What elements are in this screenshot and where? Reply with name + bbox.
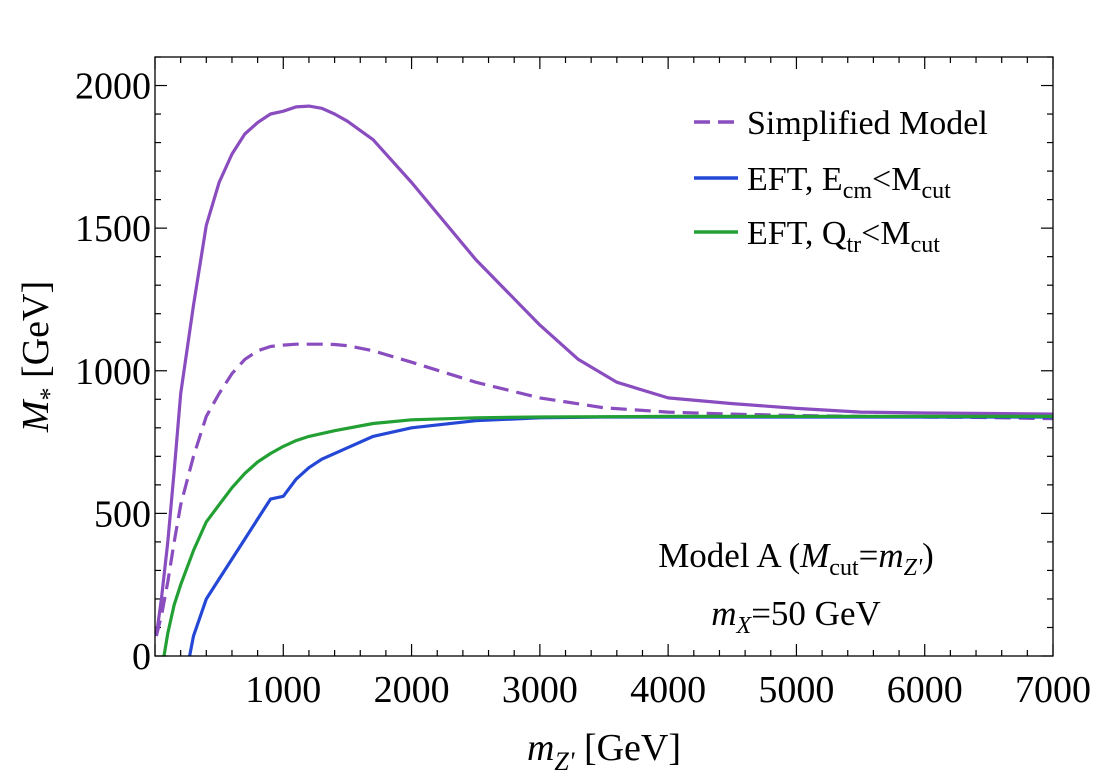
x-tick-label: 7000 bbox=[1015, 669, 1091, 711]
y-axis-var: M bbox=[15, 398, 57, 433]
x-tick-label: 2000 bbox=[374, 669, 450, 711]
y-tick-label: 0 bbox=[132, 636, 151, 678]
x-tick-label: 3000 bbox=[502, 669, 578, 711]
y-tick-label: 500 bbox=[94, 493, 151, 535]
x-axis-var: m bbox=[527, 727, 554, 769]
y-tick-label: 2000 bbox=[75, 66, 151, 108]
legend-label-eft-qtr: EFT, Qtr<Mcut bbox=[747, 215, 940, 258]
annotation-mass: mX=50 GeV bbox=[711, 594, 881, 639]
y-axis-unit: [GeV] bbox=[15, 281, 57, 388]
y-tick-label: 1500 bbox=[75, 208, 151, 250]
y-axis-title: M* [GeV] bbox=[15, 281, 64, 433]
x-tick-label: 6000 bbox=[887, 669, 963, 711]
x-tick-label: 1000 bbox=[245, 669, 321, 711]
plot-frame bbox=[154, 56, 1054, 657]
x-axis-unit: [GeV] bbox=[574, 727, 681, 769]
series-simplified-model bbox=[155, 104, 1053, 637]
series-layer bbox=[155, 104, 1053, 656]
legend-label-eft-ecm: EFT, Ecm<Mcut bbox=[747, 161, 951, 204]
x-axis-title: mZ' [GeV] bbox=[527, 727, 681, 773]
y-axis-sub: * bbox=[35, 387, 64, 400]
series-eft-qtr bbox=[162, 414, 1053, 656]
legend-label-simplified-model: Simplified Model bbox=[747, 105, 988, 142]
y-tick-label: 1000 bbox=[75, 351, 151, 393]
x-tick-label: 5000 bbox=[758, 669, 834, 711]
annotation-model: Model A (Mcut=mZ') bbox=[658, 536, 934, 581]
labels-layer: 1000 2000 3000 4000 5000 6000 7000 0 500 1000 1500… bbox=[75, 66, 1091, 711]
x-axis-sub: Z' bbox=[554, 747, 574, 773]
series-simplified-model-dashed bbox=[155, 342, 1053, 637]
x-tick-label: 4000 bbox=[630, 669, 706, 711]
legend: Simplified Model EFT, Ecm<Mcut EFT, Qtr<… bbox=[694, 105, 988, 258]
